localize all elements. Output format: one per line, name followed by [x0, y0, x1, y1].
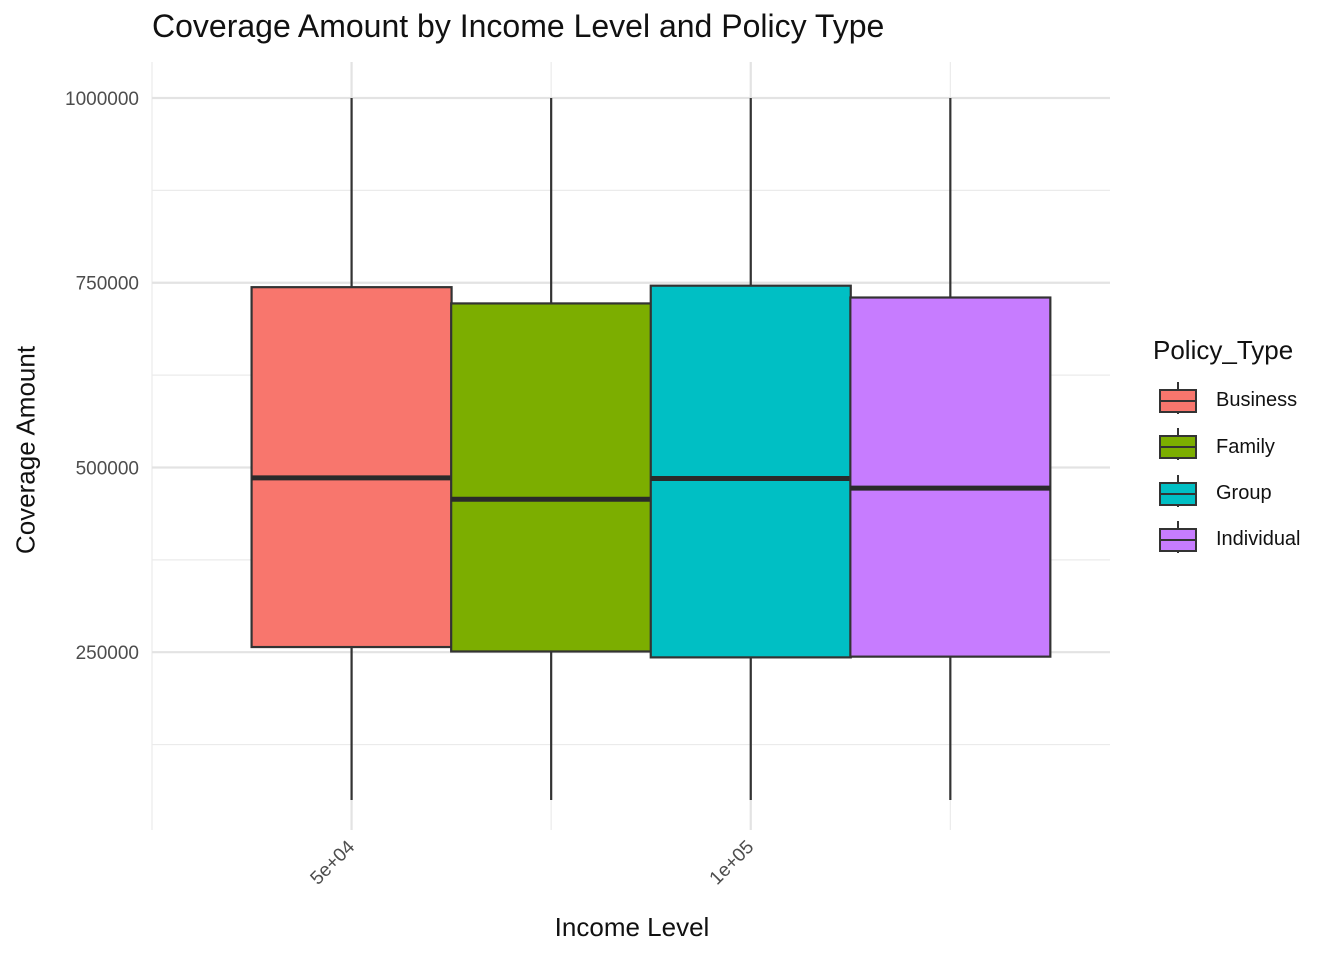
y-tick-label: 500000 — [76, 458, 139, 479]
y-tick-label: 250000 — [76, 643, 139, 664]
legend-keys — [1159, 382, 1197, 553]
box-family — [450, 302, 653, 653]
boxes — [250, 284, 1052, 659]
x-axis-label: Income Level — [554, 912, 710, 942]
y-tick-label: 750000 — [76, 274, 139, 295]
legend-label-business: Business — [1216, 389, 1298, 411]
box-individual — [849, 296, 1052, 658]
x-tick-label: 5e+04 — [307, 836, 360, 889]
legend-label-individual: Individual — [1216, 528, 1301, 550]
chart-title: Coverage Amount by Income Level and Poli… — [152, 8, 885, 44]
y-axis-label: Coverage Amount — [10, 345, 41, 555]
x-tick-label: 1e+05 — [706, 837, 759, 890]
legend-label-group: Group — [1216, 482, 1272, 504]
y-tick-label: 1000000 — [65, 89, 139, 110]
y-axis-ticks: 250000 500000 750000 1000000 — [65, 89, 139, 664]
box-group — [649, 284, 852, 659]
x-axis-ticks: 5e+04 1e+05 — [307, 836, 759, 889]
whiskers — [350, 98, 952, 800]
box-business — [250, 286, 453, 649]
legend-label-family: Family — [1216, 436, 1275, 458]
legend-title: Policy_Type — [1153, 335, 1294, 365]
